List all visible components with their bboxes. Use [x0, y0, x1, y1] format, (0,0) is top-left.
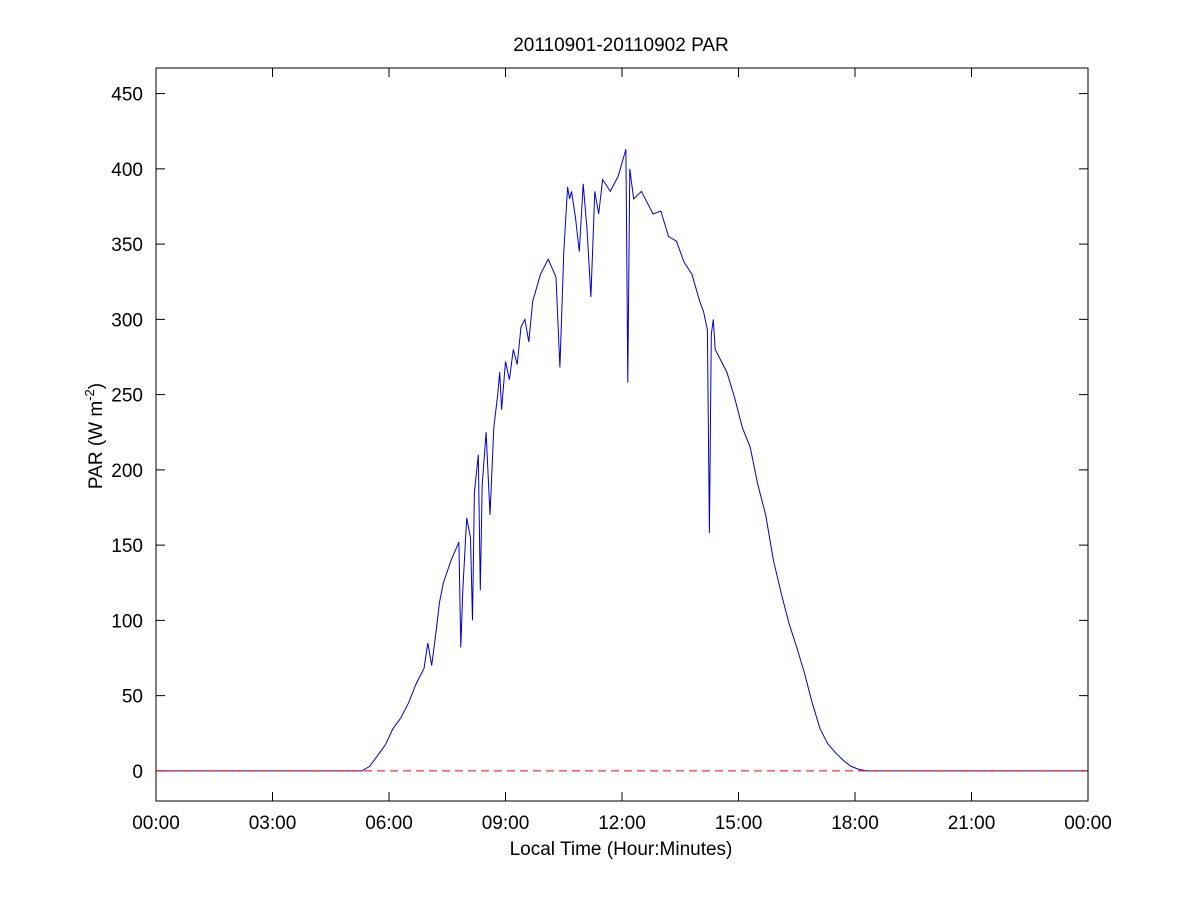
y-tick-label: 0	[132, 762, 143, 783]
y-axis-label-close: )	[86, 383, 107, 389]
x-axis-ticks: 00:00 03:00 06:00 09:00 12:00 15:00 18:00 21:00…	[132, 68, 1112, 834]
x-tick-label: 00:00	[132, 813, 180, 834]
y-tick-label: 150	[111, 536, 143, 557]
y-tick-label: 450	[111, 85, 143, 106]
x-tick-label: 18:00	[831, 813, 879, 834]
y-axis-label-main: PAR (W m	[86, 401, 107, 489]
y-axis-ticks: 0 50 100 150 200 250 300 350 400 450	[111, 85, 1088, 783]
x-tick-label: 09:00	[482, 813, 530, 834]
y-tick-label: 350	[111, 235, 143, 256]
y-axis-label-superscript: -2	[82, 389, 97, 401]
data-series	[156, 149, 1088, 772]
x-tick-label: 06:00	[365, 813, 413, 834]
y-tick-label: 300	[111, 310, 143, 331]
x-tick-label: 21:00	[948, 813, 996, 834]
x-tick-label: 12:00	[598, 813, 646, 834]
x-tick-label: 15:00	[715, 813, 763, 834]
y-axis-label: PAR (W m-2)	[82, 383, 107, 489]
chart-title: 20110901-20110902 PAR	[513, 35, 729, 56]
x-tick-label: 03:00	[249, 813, 297, 834]
x-tick-label: 00:00	[1064, 813, 1112, 834]
y-tick-label: 400	[111, 160, 143, 181]
y-tick-label: 50	[122, 687, 143, 708]
y-tick-label: 250	[111, 386, 143, 407]
plot-frame	[155, 67, 1089, 802]
y-tick-label: 200	[111, 461, 143, 482]
y-tick-label: 100	[111, 611, 143, 632]
x-axis-label: Local Time (Hour:Minutes)	[510, 839, 733, 860]
par-series-line	[156, 149, 1088, 772]
